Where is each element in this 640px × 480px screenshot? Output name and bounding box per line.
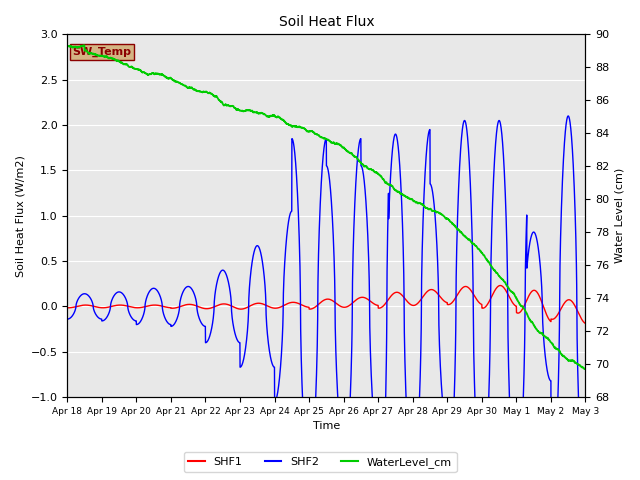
Text: SW_Temp: SW_Temp	[72, 47, 131, 57]
Legend: SHF1, SHF2, WaterLevel_cm: SHF1, SHF2, WaterLevel_cm	[184, 452, 456, 472]
WaterLevel_cm	[63, 43, 71, 49]
SHF1	[175, 304, 182, 310]
SHF2	[175, 312, 182, 318]
WaterLevel_cm	[532, 326, 540, 332]
Y-axis label: Soil Heat Flux (W/m2): Soil Heat Flux (W/m2)	[15, 155, 25, 276]
SHF1	[581, 321, 589, 326]
SHF1	[208, 305, 216, 311]
Line: SHF2: SHF2	[67, 116, 586, 480]
WaterLevel_cm	[208, 91, 216, 97]
Line: WaterLevel_cm: WaterLevel_cm	[67, 46, 586, 369]
SHF1	[63, 305, 71, 311]
SHF2	[63, 316, 71, 322]
WaterLevel_cm	[582, 366, 589, 372]
SHF1	[582, 321, 589, 326]
SHF2	[564, 113, 572, 119]
Line: SHF1: SHF1	[67, 286, 586, 324]
SHF2	[208, 324, 216, 329]
WaterLevel_cm	[386, 182, 394, 188]
WaterLevel_cm	[80, 43, 88, 48]
SHF1	[497, 283, 504, 288]
SHF2	[532, 235, 540, 240]
WaterLevel_cm	[582, 366, 589, 372]
SHF1	[532, 288, 540, 294]
Y-axis label: Water Level (cm): Water Level (cm)	[615, 168, 625, 264]
WaterLevel_cm	[175, 80, 182, 85]
WaterLevel_cm	[580, 366, 588, 372]
SHF1	[386, 295, 394, 300]
SHF2	[386, 188, 394, 194]
X-axis label: Time: Time	[313, 421, 340, 432]
Title: Soil Heat Flux: Soil Heat Flux	[278, 15, 374, 29]
WaterLevel_cm	[377, 173, 385, 179]
SHF1	[377, 305, 385, 311]
